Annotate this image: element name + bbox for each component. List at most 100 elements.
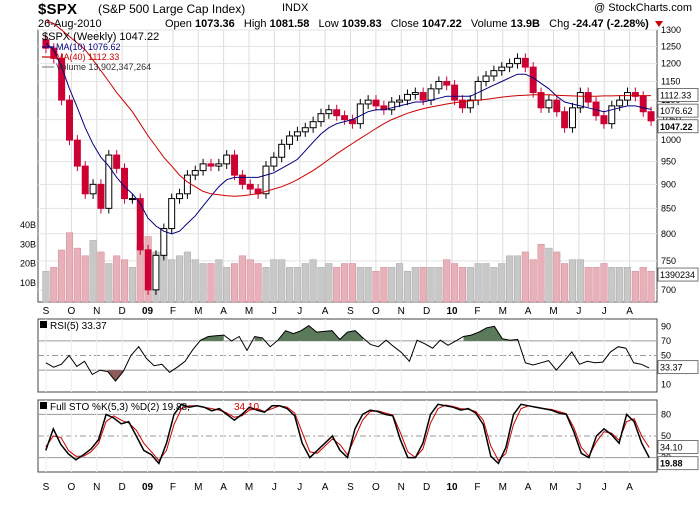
close-label: Close — [390, 18, 419, 30]
x-axis-label-bottom: J — [297, 482, 302, 493]
candle-body — [58, 57, 66, 101]
x-axis-label-bottom: S — [347, 482, 354, 493]
candle-body — [388, 101, 396, 111]
candle-body — [521, 57, 529, 68]
candle-body — [631, 92, 639, 97]
volume-bar — [356, 267, 364, 303]
volume-bar — [458, 267, 467, 303]
rsi-line — [45, 324, 650, 382]
candle-body — [278, 143, 286, 158]
candle-body — [600, 115, 608, 125]
candle-body — [458, 99, 466, 109]
volume-bar — [608, 267, 616, 303]
volume-bar — [521, 251, 529, 303]
volume-bar — [529, 259, 537, 303]
candle-body — [403, 93, 411, 101]
candle-body — [427, 88, 435, 101]
sto-k-tag: 19.88 — [660, 459, 683, 469]
rsi-tick-label: 90 — [661, 321, 671, 331]
volume-bar — [278, 259, 286, 303]
candle-body — [333, 109, 341, 117]
candle-body — [624, 92, 631, 101]
candle-body — [309, 121, 317, 129]
volume-bar — [639, 267, 647, 303]
volume-tag: 1390234 — [660, 270, 695, 280]
symbol: $SPX — [38, 1, 78, 18]
sto-tick-label: 80 — [661, 409, 671, 419]
volume-bar — [325, 263, 333, 303]
chart-header: $SPX (S&P 500 Large Cap Index) INDX @ St… — [0, 0, 700, 34]
candle-body — [451, 84, 459, 101]
volume-bar — [592, 267, 600, 303]
rsi-tick-label: 50 — [661, 351, 671, 361]
candle-body — [105, 154, 113, 209]
open-value: 1073.36 — [194, 18, 235, 30]
x-axis-label-bottom: M — [245, 482, 253, 493]
volume-value: 13.9B — [510, 18, 540, 30]
volume-bar — [364, 267, 372, 303]
ma10-tag-box — [657, 103, 699, 118]
x-axis-label-bottom: D — [423, 482, 430, 493]
low-value: 1039.83 — [341, 18, 382, 30]
x-axis-label-bottom: O — [67, 482, 75, 493]
volume-bar — [254, 263, 262, 303]
volume-bar — [113, 255, 121, 303]
ma10-tag: 1076.62 — [660, 106, 693, 116]
x-axis-label-bottom: J — [272, 482, 277, 493]
open-label: Open — [165, 18, 192, 30]
volume-bar — [73, 247, 81, 303]
x-axis-label-bottom: M — [499, 482, 507, 493]
x-axis-label-bottom: A — [525, 482, 532, 493]
volume-tick-label: 30B — [20, 239, 36, 249]
brand-logo[interactable]: @ StockCharts.com — [594, 2, 692, 14]
candle-body — [419, 92, 427, 101]
volume-bar — [411, 267, 419, 303]
volume-tick-label: 20B — [20, 259, 36, 269]
ma40-tag-box — [657, 88, 699, 102]
price-tick-label: 750 — [661, 256, 676, 266]
exchange: INDX — [282, 2, 309, 14]
rsi-marker-icon — [40, 321, 47, 328]
candle-body — [443, 80, 451, 86]
price-tick-label: 900 — [661, 179, 676, 189]
candle-body — [199, 163, 207, 172]
x-axis-label: F — [474, 306, 480, 317]
volume-bar — [58, 249, 66, 303]
volume-bar — [223, 267, 231, 303]
candle-body — [144, 249, 152, 291]
volume-label: Volume — [470, 18, 508, 30]
quote-date: 26-Aug-2010 — [38, 18, 102, 30]
x-axis-label: J — [297, 306, 302, 317]
sto-tick-label: 50 — [661, 431, 671, 441]
volume-bar — [309, 259, 317, 303]
x-axis-label: 10 — [446, 306, 458, 317]
candle-body — [341, 115, 349, 121]
price-tick-label: 1200 — [661, 59, 681, 69]
price-tick-label: 850 — [661, 203, 676, 213]
sto-k-tag-box — [657, 456, 699, 471]
rsi-tag-box — [657, 360, 699, 375]
sto-d-tag: 34.10 — [660, 442, 683, 452]
price-tick-label: 1000 — [661, 135, 681, 145]
x-axis-label: S — [347, 306, 354, 317]
chg-label: Chg — [549, 18, 570, 30]
price-tick-label: 800 — [661, 229, 676, 239]
x-axis-label-bottom: A — [220, 482, 227, 493]
sto-marker-icon — [40, 402, 47, 409]
rsi-overbought-fill — [254, 336, 263, 341]
volume-bar — [631, 270, 639, 303]
volume-bar — [584, 267, 592, 303]
candle-body — [616, 99, 624, 107]
volume-bar — [183, 251, 191, 303]
x-axis-label: J — [576, 306, 581, 317]
candle-body — [73, 139, 81, 167]
x-axis-label: A — [525, 306, 532, 317]
volume-bar — [372, 270, 380, 303]
high-label: High — [243, 18, 267, 30]
candle-body — [293, 131, 301, 137]
volume-bar — [623, 267, 632, 303]
rsi-oversold-fill — [107, 370, 124, 382]
volume-bar — [388, 267, 396, 303]
x-axis-label: N — [93, 306, 100, 317]
rsi-overbought-fill — [200, 335, 224, 341]
